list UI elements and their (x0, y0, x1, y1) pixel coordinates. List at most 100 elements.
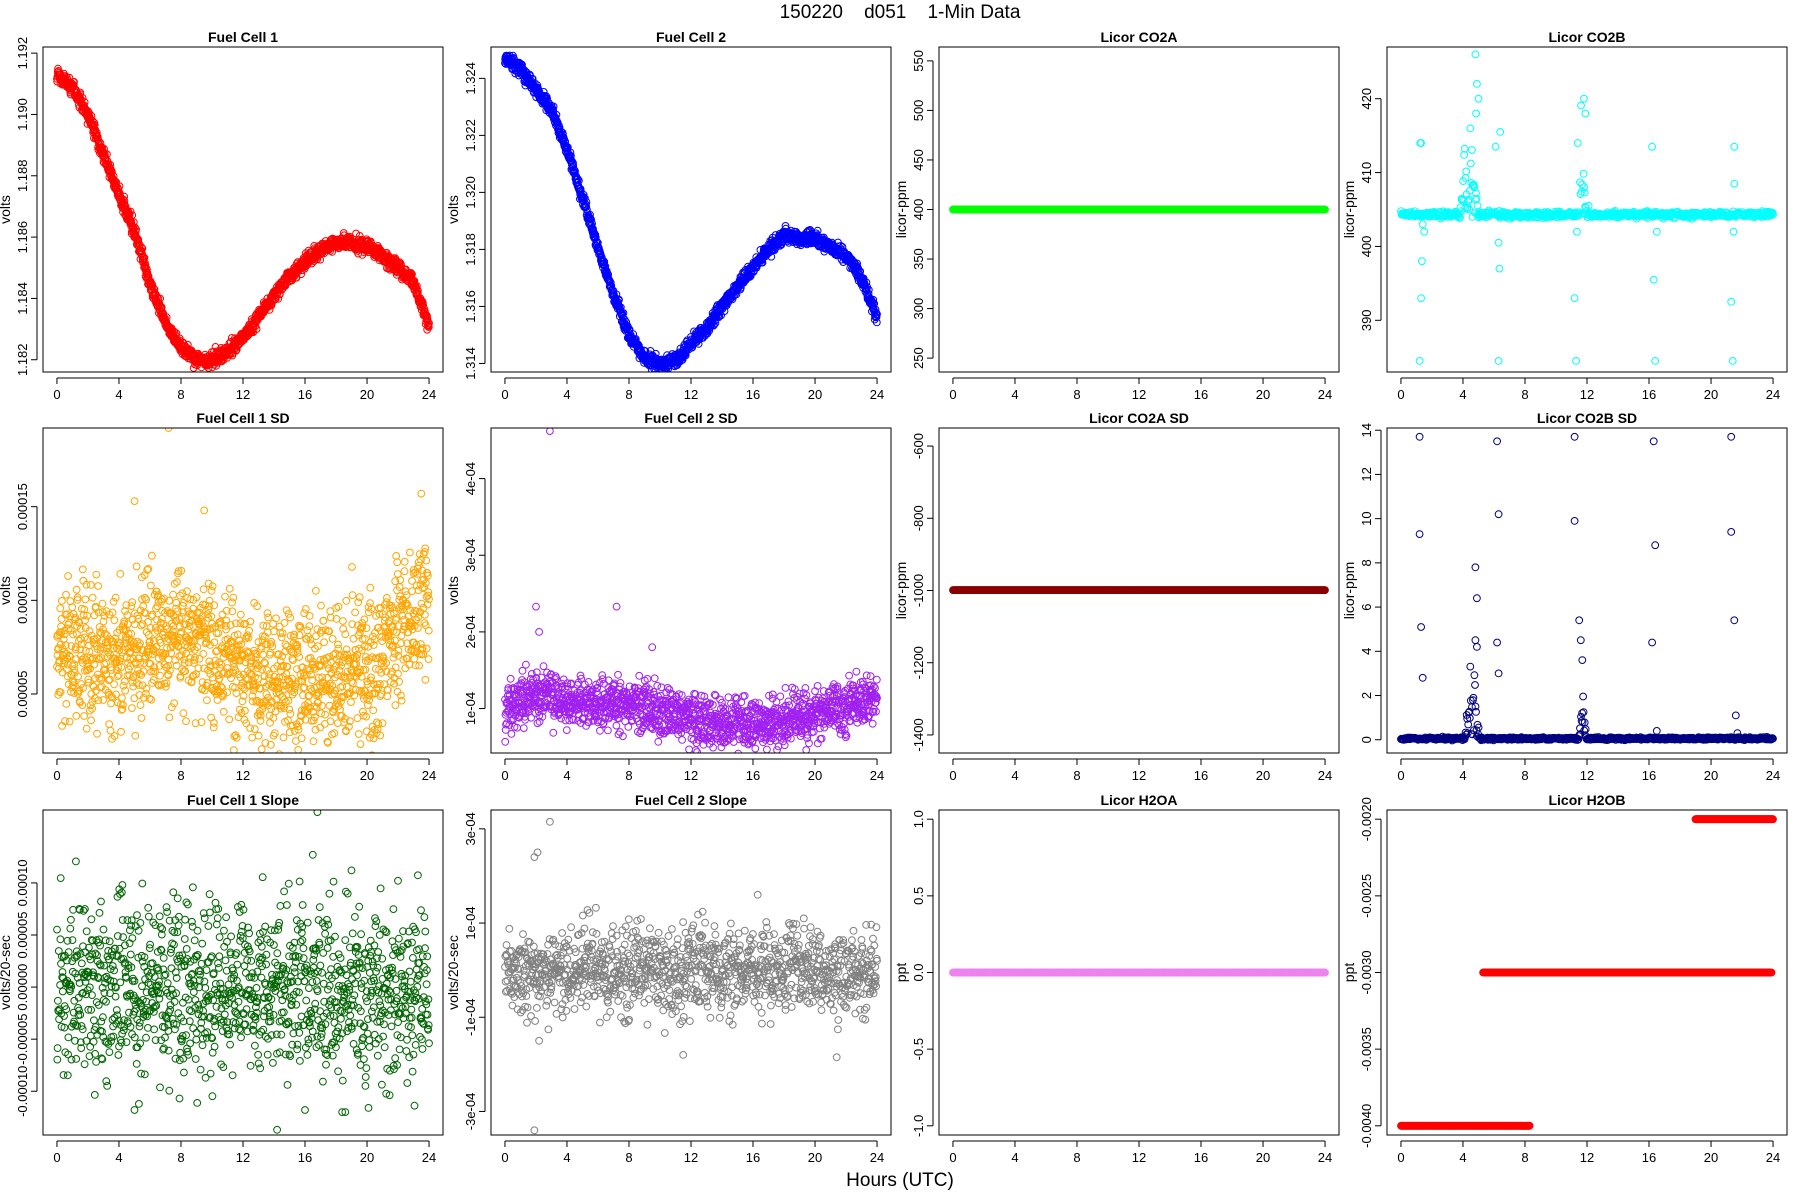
data-point (85, 706, 94, 715)
data-point (1321, 205, 1329, 214)
data-point (96, 653, 105, 662)
data-point (1494, 238, 1503, 247)
y-tick-label: 300 (911, 298, 926, 320)
data-point (79, 684, 87, 692)
data-point (104, 648, 113, 657)
data-point (1579, 169, 1588, 178)
data-point (115, 182, 124, 191)
data-series (501, 51, 881, 372)
data-point (142, 684, 151, 693)
y-tick-label: 400 (1359, 236, 1374, 258)
y-axis-label: licor-ppm (893, 181, 909, 239)
data-point (146, 581, 155, 590)
data-point (1728, 357, 1737, 365)
data-point (1580, 94, 1588, 103)
data-point (211, 343, 220, 351)
data-point (100, 611, 109, 620)
data-point (62, 700, 71, 708)
data-point (271, 295, 279, 304)
data-point (159, 619, 168, 628)
data-point (132, 562, 141, 571)
data-point (77, 651, 85, 660)
data-point (120, 200, 128, 209)
data-point (60, 626, 69, 635)
x-axis: 0 4 8 12 16 20 24 (501, 377, 884, 402)
data-point (136, 659, 145, 667)
data-point (73, 593, 82, 602)
data-point (1727, 297, 1736, 306)
data-series (949, 205, 1329, 214)
data-point (118, 694, 126, 702)
data-point (607, 281, 616, 290)
data-point (423, 312, 431, 321)
data-point (664, 365, 672, 372)
data-point (870, 299, 879, 308)
x-tick-label: 12 (236, 387, 250, 402)
y-tick-label: 1.316 (463, 290, 478, 323)
data-point (60, 630, 69, 638)
chart-title: Licor CO2B (1548, 29, 1625, 45)
data-point (69, 630, 77, 639)
data-point (65, 717, 74, 726)
data-point (90, 121, 99, 130)
x-tick-label: 8 (1521, 387, 1528, 402)
x-tick-label: 12 (1580, 387, 1594, 402)
data-point (1466, 124, 1475, 133)
data-point (758, 258, 767, 267)
data-point (81, 616, 89, 625)
data-point (127, 602, 136, 610)
data-point (135, 669, 144, 678)
data-point (56, 688, 65, 697)
data-point (61, 641, 70, 650)
data-point (164, 671, 173, 680)
x-tick-label: 16 (298, 387, 312, 402)
data-point (137, 714, 146, 722)
data-point (872, 318, 881, 327)
data-point (1649, 275, 1658, 284)
data-point (579, 193, 588, 202)
data-point (1463, 203, 1472, 212)
data-point (85, 647, 94, 656)
x-tick-label: 0 (501, 387, 508, 402)
data-point (87, 111, 96, 120)
data-point (1417, 139, 1425, 147)
data-point (80, 605, 89, 614)
data-point (163, 644, 172, 652)
x-tick-label: 20 (1704, 387, 1718, 402)
data-point (864, 289, 873, 298)
data-point (151, 628, 159, 637)
x-axis: 0 4 8 12 16 20 24 (53, 377, 436, 402)
data-point (177, 566, 186, 575)
figure-title: 150220 d051 1-Min Data (779, 2, 1021, 23)
data-point (813, 226, 822, 235)
data-point (274, 294, 283, 303)
data-point (170, 699, 179, 708)
data-point (117, 663, 126, 672)
data-point (119, 195, 128, 204)
x-tick-label: 8 (1073, 387, 1080, 402)
data-point (72, 712, 81, 720)
y-tick-label: 450 (911, 149, 926, 171)
data-point (1418, 220, 1427, 229)
data-point (145, 659, 153, 668)
data-point (57, 615, 66, 623)
x-axis: 0 4 8 12 16 20 24 (1397, 377, 1780, 402)
data-point (151, 647, 160, 656)
data-point (1465, 205, 1474, 214)
data-point (161, 682, 170, 691)
data-point (872, 313, 881, 322)
data-point (99, 696, 108, 704)
data-point (767, 252, 776, 261)
data-point (604, 270, 612, 279)
data-point (1573, 139, 1582, 147)
data-point (1468, 146, 1476, 154)
x-tick-label: 16 (1194, 387, 1208, 402)
data-point (98, 143, 107, 152)
data-point (151, 667, 160, 676)
y-tick-label: 1.182 (15, 343, 30, 376)
data-point (424, 323, 433, 331)
data-point (133, 645, 142, 654)
data-point (107, 666, 116, 674)
data-point (104, 676, 113, 684)
